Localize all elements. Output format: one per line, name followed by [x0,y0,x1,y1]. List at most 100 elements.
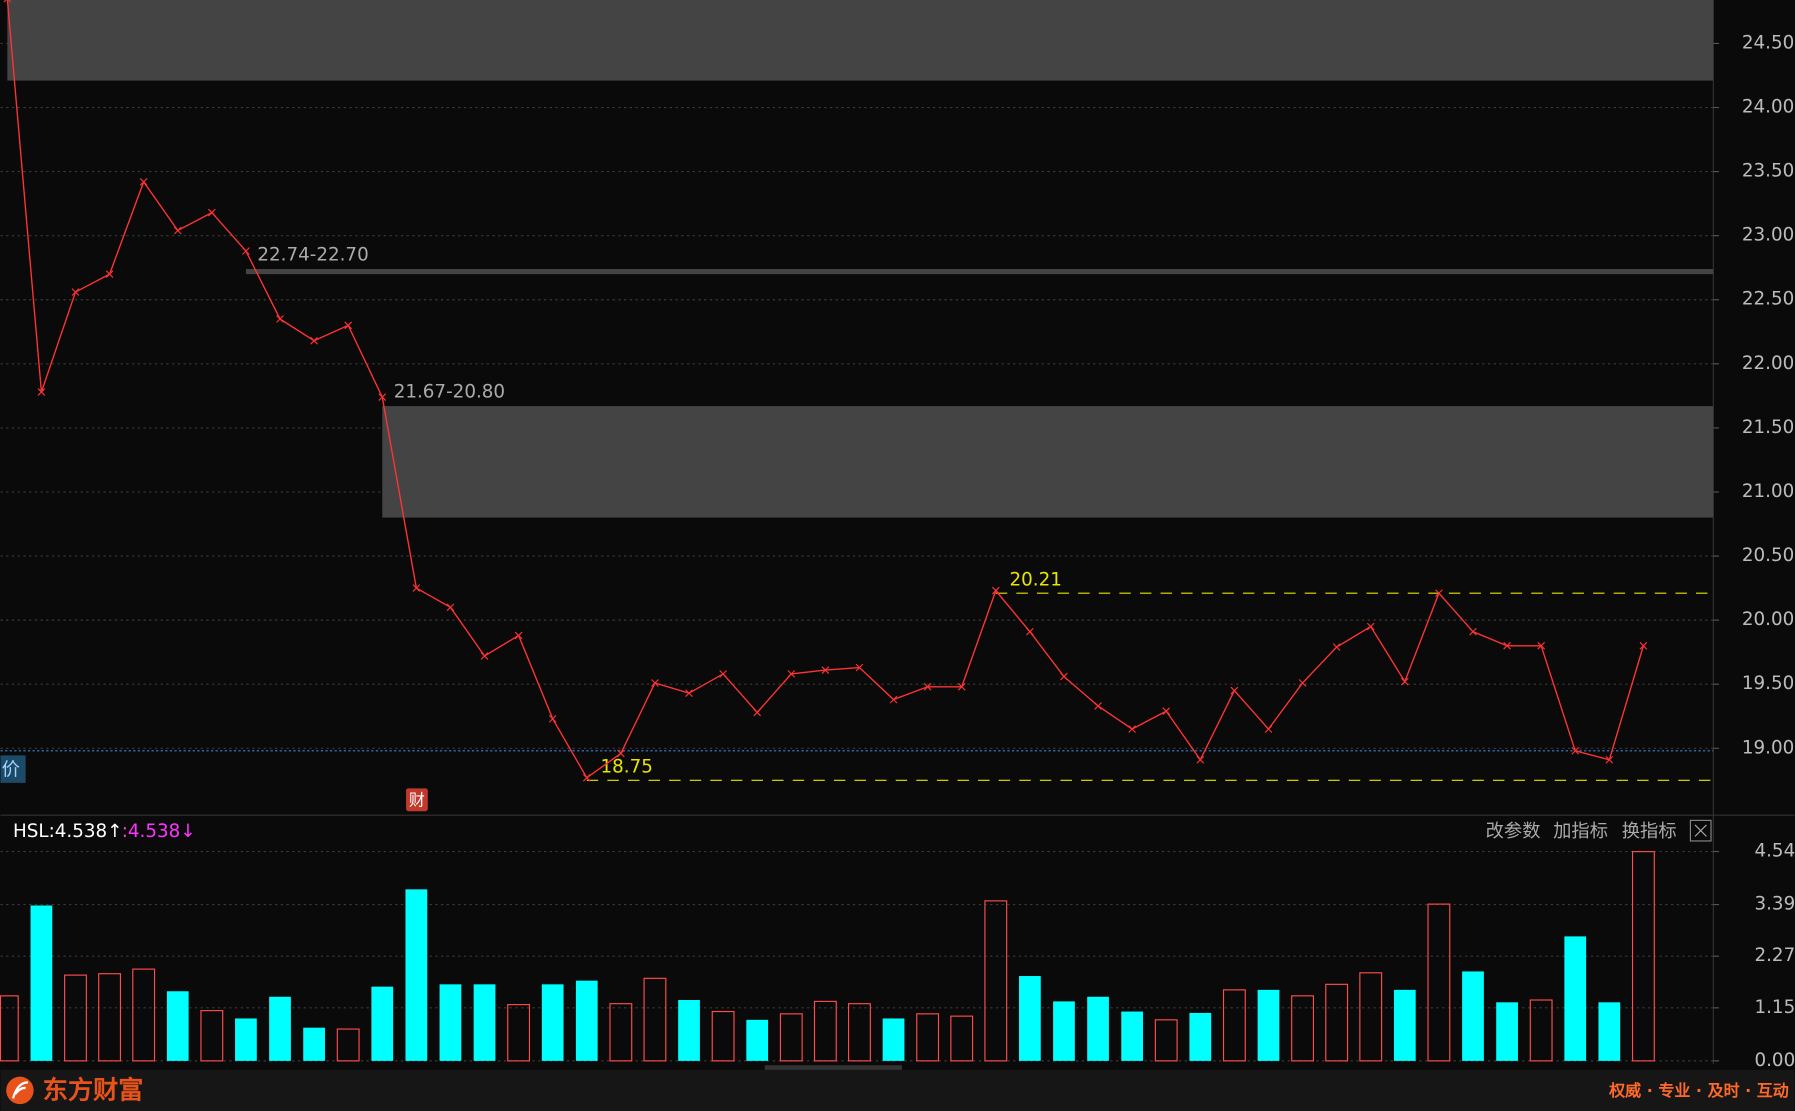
y-tick-label: 4.54 [1754,841,1795,862]
point-marker [651,679,659,687]
point-marker [1639,641,1648,650]
volume-bar [1053,1001,1075,1061]
point-marker [378,393,387,401]
point-marker [821,666,830,674]
point-marker [1400,677,1409,686]
point-marker [957,682,966,691]
point-marker [991,586,1000,595]
volume-bar [1393,989,1416,1061]
volume-bar [1325,983,1349,1062]
point-marker [548,714,557,723]
volume-bar [507,1004,531,1062]
volume-bar [1087,996,1109,1061]
button[interactable]: 加指标 [1553,821,1608,842]
volume-bar [1121,1011,1144,1061]
indicator-legend-2: :4.538↓ [122,821,196,842]
volume-bar [166,991,189,1061]
point-marker [71,288,80,296]
scrollbar[interactable] [764,1065,903,1070]
close-icon[interactable] [1694,824,1707,837]
level-label: 20.21 [1010,570,1062,591]
point-marker [1571,747,1580,755]
point-marker [582,773,591,782]
point-marker [310,336,318,345]
volume-bar [30,905,53,1061]
volume-bar [1359,972,1383,1062]
volume-bar [779,1013,803,1062]
volume-bar [405,889,428,1061]
y-tick-label: 23.00 [1742,225,1794,246]
volume-bar [473,984,496,1061]
close-box[interactable] [1689,819,1712,842]
volume-bar [1189,1012,1212,1061]
point-marker [480,652,489,660]
volume-panel: 0.00 1.15 2.27 3.39 4.54 HSL:4.538↑:4.538↓ [0,821,1795,1071]
point-marker [139,178,148,186]
y-tick-label: 20.00 [1742,609,1794,630]
event-marker [406,788,428,812]
price-tag [0,755,26,783]
volume-bar [1631,851,1655,1062]
point-marker [446,603,455,612]
y-tick-label: 21.50 [1742,417,1794,438]
y-tick-label: 3.39 [1754,894,1795,915]
point-marker [1298,679,1307,687]
point-marker [208,208,216,217]
volume-bar [1496,1002,1518,1061]
volume-bar [678,1000,700,1061]
point-marker [787,670,796,678]
point-marker [412,584,421,592]
toolbar: 改参数 加指标 换指标 [1486,819,1712,842]
close-button[interactable] [1689,819,1712,842]
point-marker [1366,622,1375,631]
y-tick-label: 24.50 [1742,32,1794,53]
volume-bar [813,1000,837,1062]
y-tick-label: 22.00 [1742,353,1794,374]
point-marker [344,321,353,330]
volume-bar [1257,989,1280,1061]
plot-area: 22.74-22.70 21.67-20.80 20.21 18.75 [0,0,1714,782]
volume-bar [235,1018,257,1061]
volume-bar [1598,1002,1621,1061]
y-tick-label: 24.00 [1742,97,1794,118]
point-marker [37,388,46,396]
volume-bar [1291,995,1315,1062]
point-marker [1060,672,1068,681]
y-tick-label: 20.50 [1742,545,1794,566]
indicator-legend: HSL:4.538↑ [13,821,122,842]
point-marker [276,315,284,323]
volume-bar [950,1015,974,1062]
volume-bar [575,980,598,1061]
zone [382,406,1714,518]
volume-bar [1462,971,1484,1061]
point-marker [1605,755,1614,764]
volume-bar [336,1028,360,1062]
point-marker [514,631,523,640]
button[interactable]: 换指标 [1622,821,1677,842]
point-marker [1435,589,1443,598]
volume-bar [1529,999,1553,1062]
event-marker-label: 财 [409,790,425,809]
button[interactable]: 改参数 [1486,821,1541,842]
point-marker [173,226,182,235]
volume-bar [1222,989,1246,1062]
point-marker [685,689,693,698]
point-marker [3,0,12,3]
point-marker [1332,643,1341,651]
volume-bar [303,1027,325,1061]
point-marker [889,695,898,704]
price-tag-label: 价 [2,759,20,780]
volume-bar [439,984,462,1061]
point-marker [1128,725,1136,733]
volume-bar [371,986,394,1061]
point-marker [105,270,114,278]
volume-bar [98,973,122,1062]
point-marker [1537,641,1545,650]
volume-bar [200,1010,224,1062]
price-panel: 19.00 19.50 20.00 20.50 21.00 21.50 22.00 22.50… [0,0,1794,812]
zone [7,0,1714,81]
footer-bar [0,1069,1795,1111]
point-marker [242,247,250,255]
point-marker [1503,641,1511,650]
